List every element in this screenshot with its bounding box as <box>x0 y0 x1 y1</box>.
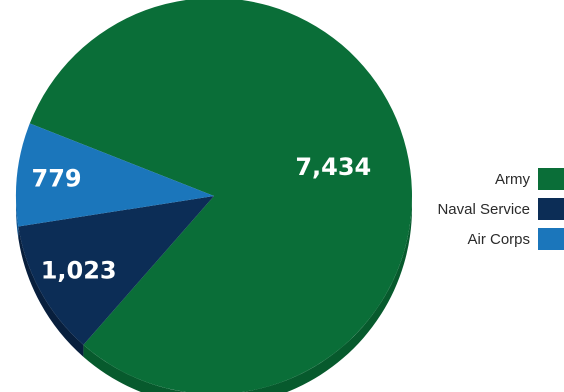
pie-slice-army <box>29 0 412 392</box>
legend-item-air-corps: Air Corps <box>364 228 564 250</box>
legend-label-air-corps: Air Corps <box>467 230 530 248</box>
data-label-air-corps: 779 <box>32 165 82 193</box>
legend: Army Naval Service Air Corps <box>364 168 564 258</box>
pie-side-air-corps <box>16 196 19 239</box>
legend-item-naval-service: Naval Service <box>364 198 564 220</box>
data-label-army: 7,434 <box>295 153 371 181</box>
pie-labels: 7,434 1,023 779 <box>32 153 372 284</box>
pie-side-naval-service <box>18 226 84 357</box>
legend-label-army: Army <box>495 170 530 188</box>
legend-swatch-army <box>538 168 564 190</box>
pie-slice-air-corps <box>15 123 214 227</box>
legend-swatch-air-corps <box>538 228 564 250</box>
data-label-naval-service: 1,023 <box>41 256 117 284</box>
legend-label-naval-service: Naval Service <box>437 200 530 218</box>
pie-side-army <box>83 196 412 392</box>
pie-sides <box>16 196 412 392</box>
legend-swatch-naval-service <box>538 198 564 220</box>
pie-slice-naval-service <box>18 196 215 345</box>
pie-tops <box>15 0 412 392</box>
legend-item-army: Army <box>364 168 564 190</box>
